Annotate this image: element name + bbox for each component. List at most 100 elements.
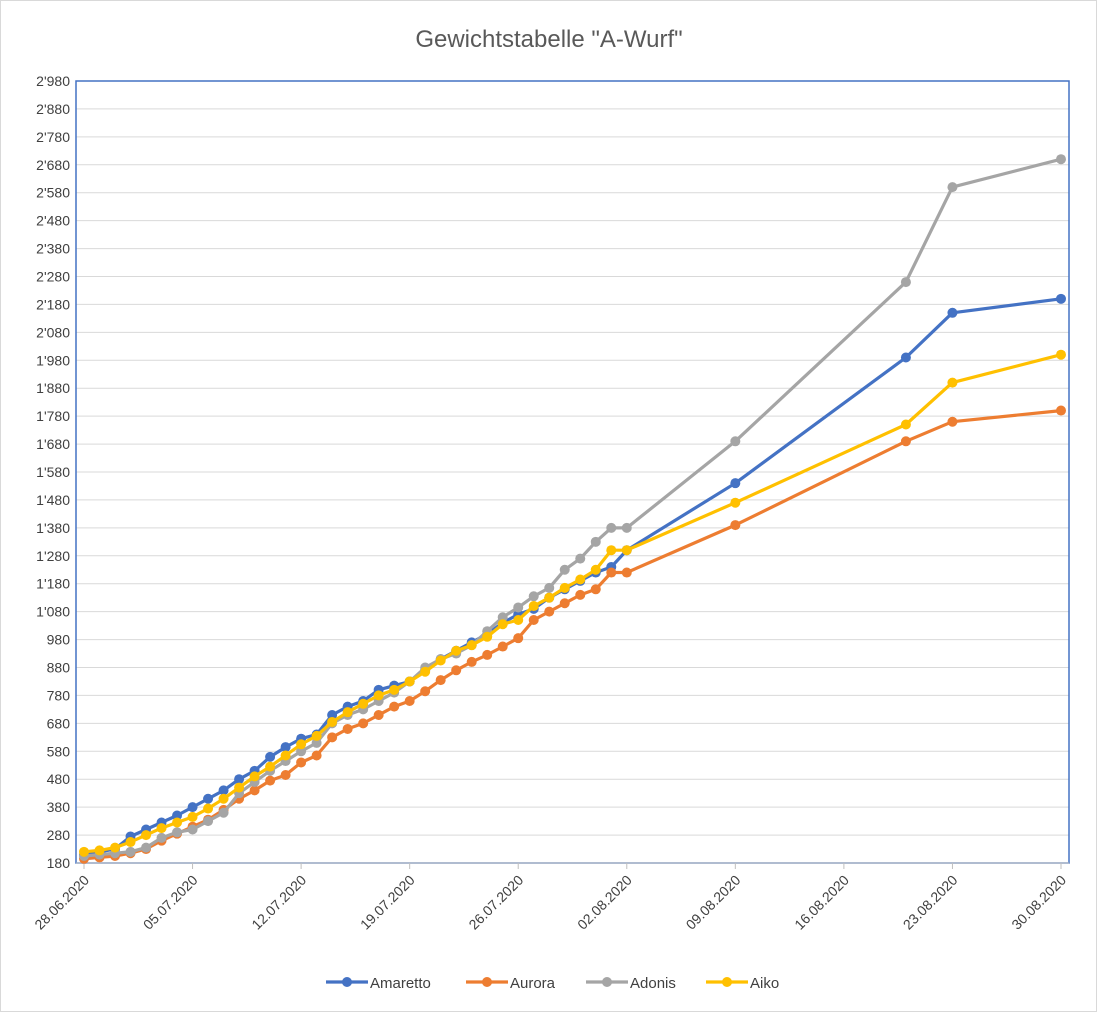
data-point-aiko[interactable] (559, 582, 570, 593)
legend-item-adonis[interactable]: Adonis (586, 975, 676, 992)
data-point-amaretto[interactable] (327, 709, 338, 720)
data-point-aurora[interactable] (420, 686, 431, 697)
data-point-aiko[interactable] (327, 716, 338, 727)
data-point-aiko[interactable] (451, 645, 462, 656)
data-point-aiko[interactable] (389, 684, 400, 695)
data-point-aiko[interactable] (249, 771, 260, 782)
data-point-adonis[interactable] (590, 536, 601, 547)
data-point-aiko[interactable] (590, 564, 601, 575)
data-point-aurora[interactable] (265, 775, 276, 786)
data-point-adonis[interactable] (606, 522, 617, 533)
legend-item-aiko[interactable]: Aiko (706, 975, 779, 992)
data-point-aiko[interactable] (280, 750, 291, 761)
legend-item-amaretto[interactable]: Amaretto (326, 975, 431, 992)
data-point-aurora[interactable] (249, 785, 260, 796)
data-point-adonis[interactable] (575, 553, 586, 564)
data-point-aurora[interactable] (730, 520, 741, 531)
data-point-aiko[interactable] (528, 601, 539, 612)
data-point-aiko[interactable] (730, 497, 741, 508)
data-point-aurora[interactable] (900, 436, 911, 447)
data-point-amaretto[interactable] (234, 774, 245, 785)
data-point-adonis[interactable] (947, 182, 958, 193)
data-point-aurora[interactable] (621, 567, 632, 578)
data-point-aiko[interactable] (311, 730, 322, 741)
data-point-aiko[interactable] (373, 690, 384, 701)
data-point-adonis[interactable] (544, 582, 555, 593)
data-point-amaretto[interactable] (1056, 293, 1066, 304)
data-point-aiko[interactable] (172, 817, 183, 828)
data-point-aiko[interactable] (296, 739, 307, 750)
data-point-amaretto[interactable] (900, 352, 911, 363)
data-point-amaretto[interactable] (947, 307, 958, 318)
data-point-aiko[interactable] (156, 823, 167, 834)
data-point-adonis[interactable] (296, 746, 307, 757)
data-point-aurora[interactable] (451, 665, 462, 676)
data-point-adonis[interactable] (497, 612, 508, 623)
data-point-aurora[interactable] (373, 709, 384, 720)
data-point-adonis[interactable] (311, 737, 322, 748)
data-point-aiko[interactable] (265, 761, 276, 772)
data-point-aiko[interactable] (110, 842, 121, 853)
data-point-amaretto[interactable] (265, 751, 276, 762)
data-point-adonis[interactable] (125, 846, 136, 857)
data-point-aurora[interactable] (497, 641, 508, 652)
data-point-aurora[interactable] (435, 675, 446, 686)
data-point-aurora[interactable] (606, 567, 617, 578)
data-point-aurora[interactable] (466, 656, 477, 667)
data-point-aurora[interactable] (513, 633, 524, 644)
data-point-aiko[interactable] (947, 377, 958, 388)
data-point-aiko[interactable] (1056, 349, 1066, 360)
data-point-aiko[interactable] (141, 830, 152, 841)
data-point-adonis[interactable] (513, 602, 524, 613)
data-point-adonis[interactable] (187, 824, 198, 835)
data-point-aiko[interactable] (900, 419, 911, 430)
data-point-aurora[interactable] (544, 606, 555, 617)
data-point-aiko[interactable] (513, 615, 524, 626)
data-point-aiko[interactable] (218, 793, 229, 804)
data-point-aurora[interactable] (311, 750, 322, 761)
data-point-adonis[interactable] (141, 842, 152, 853)
data-point-aurora[interactable] (389, 701, 400, 712)
data-point-adonis[interactable] (203, 816, 214, 827)
data-point-aurora[interactable] (327, 732, 338, 743)
data-point-amaretto[interactable] (730, 478, 741, 489)
data-point-aiko[interactable] (342, 707, 353, 718)
data-point-aurora[interactable] (528, 615, 539, 626)
data-point-aiko[interactable] (79, 846, 89, 857)
data-point-aiko[interactable] (497, 619, 508, 630)
data-point-aurora[interactable] (280, 770, 291, 781)
data-point-aiko[interactable] (187, 811, 198, 822)
data-point-adonis[interactable] (156, 832, 167, 843)
data-point-aiko[interactable] (420, 666, 431, 677)
data-point-aurora[interactable] (575, 589, 586, 600)
data-point-aurora[interactable] (482, 649, 493, 660)
data-point-aiko[interactable] (575, 574, 586, 585)
data-point-aiko[interactable] (621, 545, 632, 556)
data-point-aiko[interactable] (482, 631, 493, 642)
data-point-aurora[interactable] (358, 718, 369, 729)
data-point-adonis[interactable] (559, 564, 570, 575)
data-point-adonis[interactable] (218, 807, 229, 818)
data-point-aurora[interactable] (296, 757, 307, 768)
data-point-aiko[interactable] (404, 676, 415, 687)
data-point-aiko[interactable] (125, 837, 136, 848)
data-point-amaretto[interactable] (218, 785, 229, 796)
data-point-adonis[interactable] (730, 436, 741, 447)
data-point-adonis[interactable] (621, 522, 632, 533)
data-point-amaretto[interactable] (280, 742, 291, 753)
data-point-adonis[interactable] (1056, 154, 1066, 165)
data-point-aurora[interactable] (342, 723, 353, 734)
data-point-aiko[interactable] (466, 640, 477, 651)
data-point-aiko[interactable] (544, 592, 555, 603)
data-point-amaretto[interactable] (203, 793, 214, 804)
data-point-amaretto[interactable] (187, 802, 198, 813)
data-point-adonis[interactable] (528, 591, 539, 602)
data-point-aurora[interactable] (947, 416, 958, 427)
data-point-aurora[interactable] (404, 696, 415, 707)
data-point-aiko[interactable] (435, 655, 446, 666)
data-point-aiko[interactable] (358, 698, 369, 709)
data-point-aiko[interactable] (203, 803, 214, 814)
data-point-aiko[interactable] (234, 782, 245, 793)
data-point-amaretto[interactable] (172, 810, 183, 821)
legend-item-aurora[interactable]: Aurora (466, 975, 556, 992)
